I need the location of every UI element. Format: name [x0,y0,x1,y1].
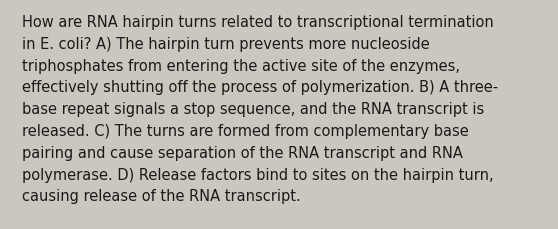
Text: base repeat signals a stop sequence, and the RNA transcript is: base repeat signals a stop sequence, and… [22,102,484,117]
Text: pairing and cause separation of the RNA transcript and RNA: pairing and cause separation of the RNA … [22,145,463,160]
Text: polymerase. D) Release factors bind to sites on the hairpin turn,: polymerase. D) Release factors bind to s… [22,167,494,182]
Text: effectively shutting off the process of polymerization. B) A three-: effectively shutting off the process of … [22,80,498,95]
Text: in E. coli? A) The hairpin turn prevents more nucleoside: in E. coli? A) The hairpin turn prevents… [22,37,430,52]
Text: triphosphates from entering the active site of the enzymes,: triphosphates from entering the active s… [22,58,460,73]
Text: How are RNA hairpin turns related to transcriptional termination: How are RNA hairpin turns related to tra… [22,15,494,30]
Text: causing release of the RNA transcript.: causing release of the RNA transcript. [22,188,301,204]
Text: released. C) The turns are formed from complementary base: released. C) The turns are formed from c… [22,123,469,138]
